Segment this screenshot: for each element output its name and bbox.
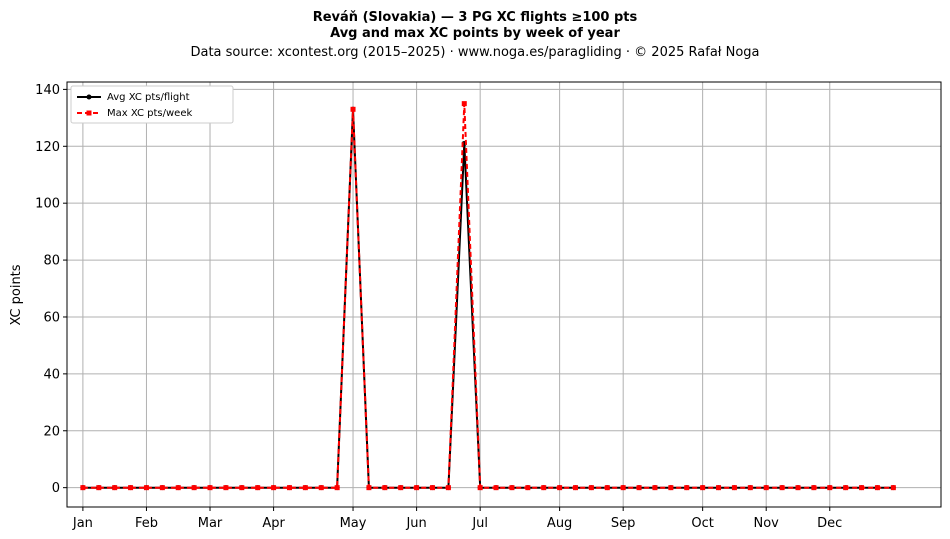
tick-layer: Jan Feb Mar Apr May Jun Jul Aug Sep Oct Nov Dec 0 20 4… xyxy=(35,83,842,531)
chart-subtitle: Avg and max XC points by week of year xyxy=(330,26,620,41)
data-point-max xyxy=(239,485,245,491)
data-point-max xyxy=(604,485,610,491)
y-tick-label: 140 xyxy=(35,83,60,98)
plot-frame xyxy=(66,81,942,508)
x-tick-label: Jun xyxy=(405,516,426,531)
data-point-max xyxy=(366,485,372,491)
data-point-max xyxy=(890,485,896,491)
y-tick-label: 60 xyxy=(43,310,60,325)
data-point-max xyxy=(509,485,515,491)
x-tick-label: Aug xyxy=(547,516,572,531)
x-tick-label: Nov xyxy=(754,516,780,531)
x-tick-label: Apr xyxy=(262,516,285,531)
legend: Avg XC pts/flight Max XC pts/week xyxy=(70,85,234,124)
data-point-max xyxy=(318,485,324,491)
data-point-max xyxy=(525,485,531,491)
data-point-max xyxy=(541,485,547,491)
x-tick-label: Feb xyxy=(135,516,158,531)
data-point-max xyxy=(207,485,213,491)
data-point-max xyxy=(382,485,388,491)
legend-marker-max xyxy=(86,110,92,116)
data-point-max xyxy=(573,485,579,491)
data-point-max xyxy=(731,485,737,491)
data-point-max xyxy=(811,485,817,491)
y-tick-label: 0 xyxy=(52,481,60,496)
data-point-max xyxy=(398,485,404,491)
legend-label-avg: Avg XC pts/flight xyxy=(107,92,190,103)
legend-marker-avg xyxy=(86,94,92,100)
data-point-max xyxy=(874,485,880,491)
data-point-max xyxy=(223,485,229,491)
x-tick-label: Sep xyxy=(611,516,636,531)
data-point-max xyxy=(716,485,722,491)
data-point-max xyxy=(461,101,467,107)
data-point-max xyxy=(588,485,594,491)
data-point-max xyxy=(334,485,340,491)
data-point-max xyxy=(477,485,483,491)
data-point-max xyxy=(429,485,435,491)
data-point-max xyxy=(350,106,356,112)
data-point-max xyxy=(175,485,181,491)
data-point-max xyxy=(779,485,785,491)
data-point-max xyxy=(128,485,134,491)
data-point-max xyxy=(859,485,865,491)
series-layer xyxy=(80,101,896,491)
y-tick-label: 80 xyxy=(43,254,60,269)
data-point-max xyxy=(668,485,674,491)
data-point-max xyxy=(414,485,420,491)
data-point-max xyxy=(255,485,261,491)
y-tick-label: 20 xyxy=(43,424,60,439)
data-point-max xyxy=(286,485,292,491)
data-point-max xyxy=(620,485,626,491)
data-point-max xyxy=(652,485,658,491)
y-tick-label: 100 xyxy=(35,197,60,212)
data-point-max xyxy=(191,485,197,491)
x-tick-label: Dec xyxy=(817,516,842,531)
data-point-max xyxy=(700,485,706,491)
y-tick-label: 40 xyxy=(43,367,60,382)
data-point-max xyxy=(96,485,102,491)
grid-layer xyxy=(67,82,941,507)
x-tick-label: Oct xyxy=(691,516,713,531)
data-point-max xyxy=(159,485,165,491)
legend-box xyxy=(70,85,234,124)
chart-source-line: Data source: xcontest.org (2015–2025) · … xyxy=(190,45,759,60)
data-point-max xyxy=(557,485,563,491)
chart-title: Reváň (Slovakia) — 3 PG XC flights ≥100 … xyxy=(313,10,638,25)
x-tick-label: Jan xyxy=(72,516,93,531)
legend-label-max: Max XC pts/week xyxy=(107,108,192,119)
data-point-max xyxy=(445,485,451,491)
series-line-max xyxy=(82,102,894,489)
data-point-max xyxy=(795,485,801,491)
x-tick-label: May xyxy=(340,516,367,531)
data-point-max xyxy=(80,485,86,491)
data-point-max xyxy=(684,485,690,491)
data-point-max xyxy=(843,485,849,491)
x-tick-label: Mar xyxy=(198,516,223,531)
x-tick-label: Jul xyxy=(471,516,488,531)
y-axis-label: XC points xyxy=(9,264,24,325)
data-point-max xyxy=(747,485,753,491)
data-point-max xyxy=(112,485,118,491)
data-point-max xyxy=(827,485,833,491)
data-point-max xyxy=(143,485,149,491)
data-point-max xyxy=(493,485,499,491)
y-tick-label: 120 xyxy=(35,140,60,155)
data-point-max xyxy=(763,485,769,491)
data-point-max xyxy=(302,485,308,491)
data-point-max xyxy=(271,485,277,491)
data-point-max xyxy=(636,485,642,491)
